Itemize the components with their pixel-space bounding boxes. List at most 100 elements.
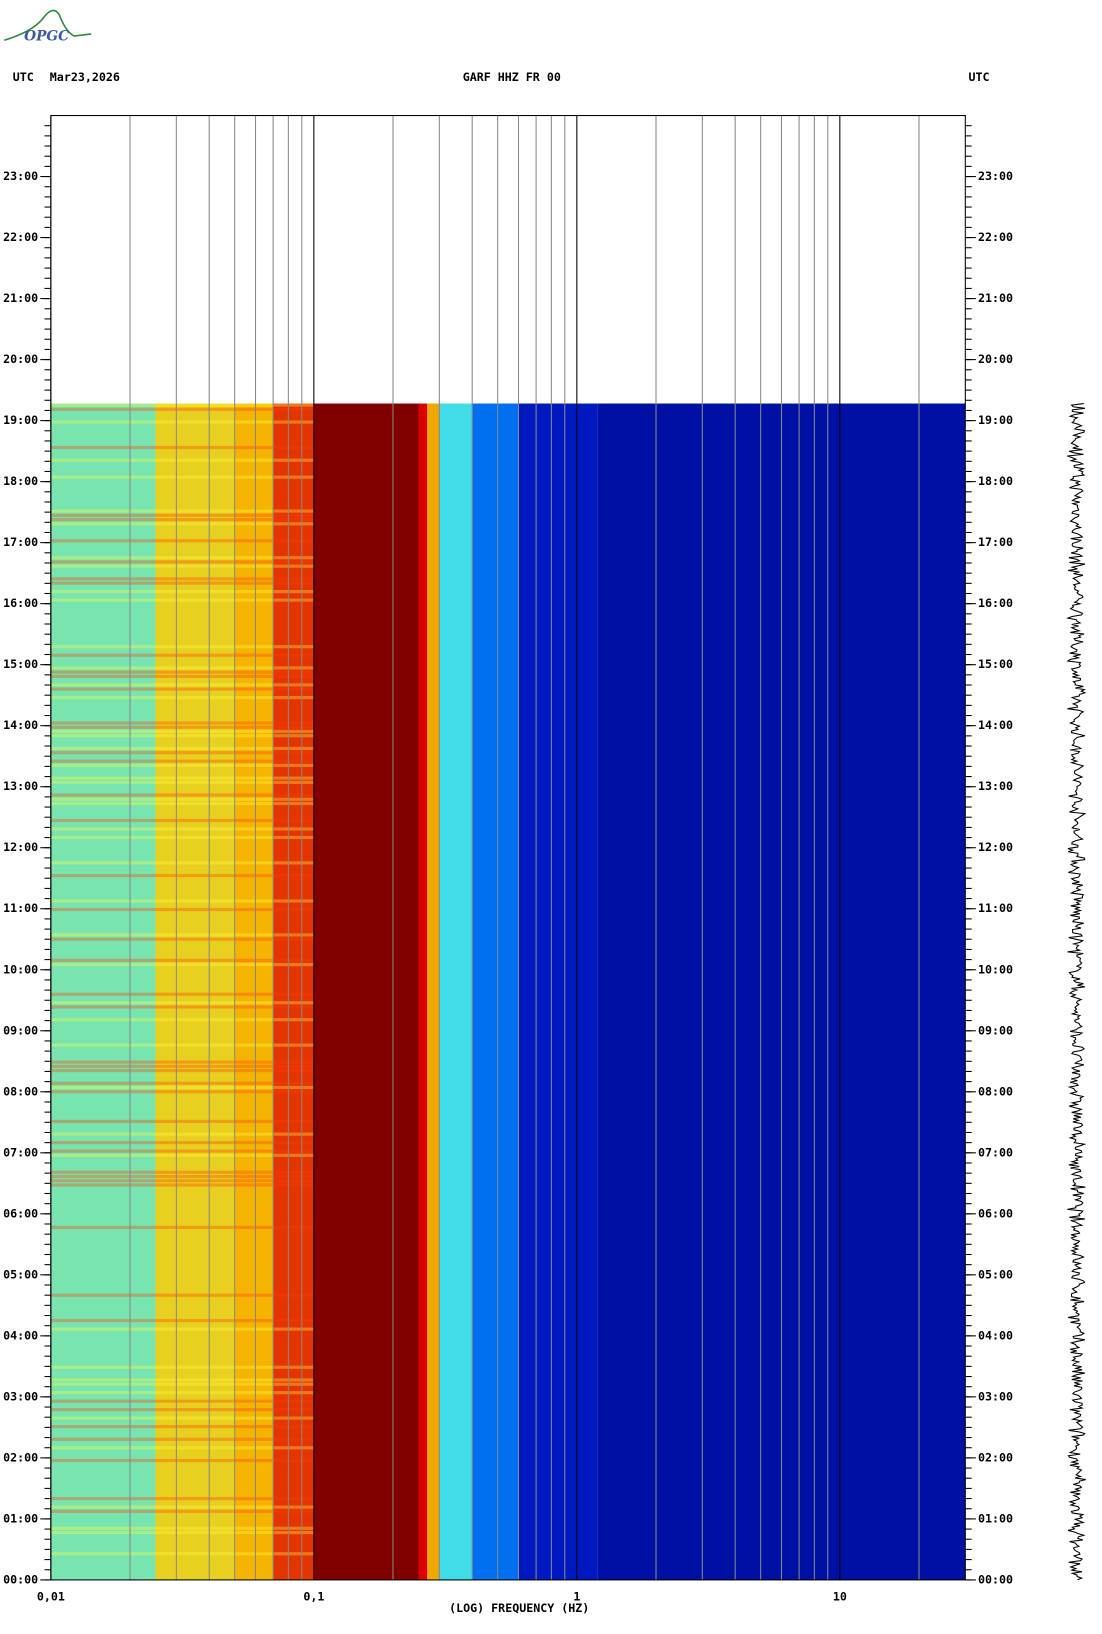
texture [50,598,314,602]
y-tick-label: 21:00 [3,291,38,305]
texture [50,827,314,831]
right-label: UTC [968,70,989,84]
texture [50,683,314,687]
spectral-band [418,403,428,1580]
texture [50,564,314,568]
texture [50,1530,314,1535]
texture [50,1119,314,1124]
texture [50,1183,314,1187]
y-tick-label: 11:00 [3,901,38,915]
texture [50,1005,314,1009]
texture [50,458,314,462]
texture [50,933,314,937]
seismic-trace [1065,403,1087,1581]
texture [50,1497,314,1501]
texture [50,674,314,678]
y-tick-label: 03:00 [3,1389,38,1403]
spectral-band [472,403,519,1580]
texture [50,687,314,691]
texture [50,420,314,424]
texture [50,1064,314,1068]
y-tick-label: 12:00 [3,840,38,854]
y-tick-label: 05:00 [3,1267,38,1281]
texture [50,734,314,738]
spectral-band [50,403,156,1580]
texture [50,801,314,806]
spectral-band [155,403,235,1580]
texture [50,1552,314,1556]
texture [50,1399,314,1403]
spectral-band [273,403,314,1580]
texture [50,517,314,522]
texture [50,1225,314,1229]
texture [50,1293,314,1297]
y-tick-label: 10:00 [978,962,1013,976]
y-tick-label: 04:00 [3,1328,38,1342]
spectral-band [427,403,440,1580]
texture [50,992,314,996]
y-tick-label: 04:00 [978,1328,1013,1342]
texture [50,1060,314,1064]
texture [50,1090,314,1094]
spectral-band [234,403,274,1580]
texture [50,937,314,941]
texture [50,1068,314,1073]
texture [50,1382,314,1386]
y-tick-label: 06:00 [3,1206,38,1220]
y-tick-label: 17:00 [3,535,38,549]
y-tick-label: 16:00 [3,596,38,610]
texture [50,729,314,734]
y-tick-label: 11:00 [978,901,1013,915]
texture [50,560,314,564]
y-tick-label: 22:00 [978,230,1013,244]
texture [50,581,314,585]
texture [50,958,314,962]
texture [50,1001,314,1005]
texture [50,670,314,674]
texture [50,1365,314,1369]
texture [50,1327,314,1331]
texture [50,513,314,517]
y-tick-label: 16:00 [978,596,1013,610]
texture [50,793,314,797]
texture [50,403,314,407]
texture [50,907,314,912]
texture [50,1018,314,1022]
texture [50,407,314,411]
texture [50,1505,314,1509]
texture [50,653,314,657]
y-tick-label: 15:00 [978,657,1013,671]
y-tick-label: 08:00 [3,1084,38,1098]
y-tick-label: 18:00 [978,474,1013,488]
x-axis-label: (LOG) FREQUENCY (HZ) [449,1601,589,1615]
y-tick-label: 09:00 [978,1023,1013,1037]
texture [50,1174,314,1179]
y-tick-label: 00:00 [3,1572,38,1586]
y-tick-label: 20:00 [978,352,1013,366]
texture [50,751,314,755]
texture [50,721,314,725]
spectral-band [313,403,419,1580]
y-tick-label: 17:00 [978,535,1013,549]
y-tick-label: 19:00 [3,413,38,427]
y-tick-label: 05:00 [978,1267,1013,1281]
texture [50,522,314,526]
y-tick-label: 01:00 [3,1511,38,1525]
texture [50,1043,314,1047]
texture [50,539,314,543]
x-tick-label: 0,01 [37,1589,65,1603]
y-tick-label: 23:00 [3,169,38,183]
x-tick-label: 0,1 [303,1589,324,1603]
texture [50,1179,314,1183]
texture [50,1141,314,1145]
date: Mar23,2026 [50,70,120,84]
texture [50,763,314,767]
texture [50,874,314,878]
texture [50,509,314,513]
texture [50,1085,314,1090]
texture [50,746,314,751]
y-tick-label: 18:00 [3,474,38,488]
texture [50,445,314,450]
texture [50,1149,314,1153]
